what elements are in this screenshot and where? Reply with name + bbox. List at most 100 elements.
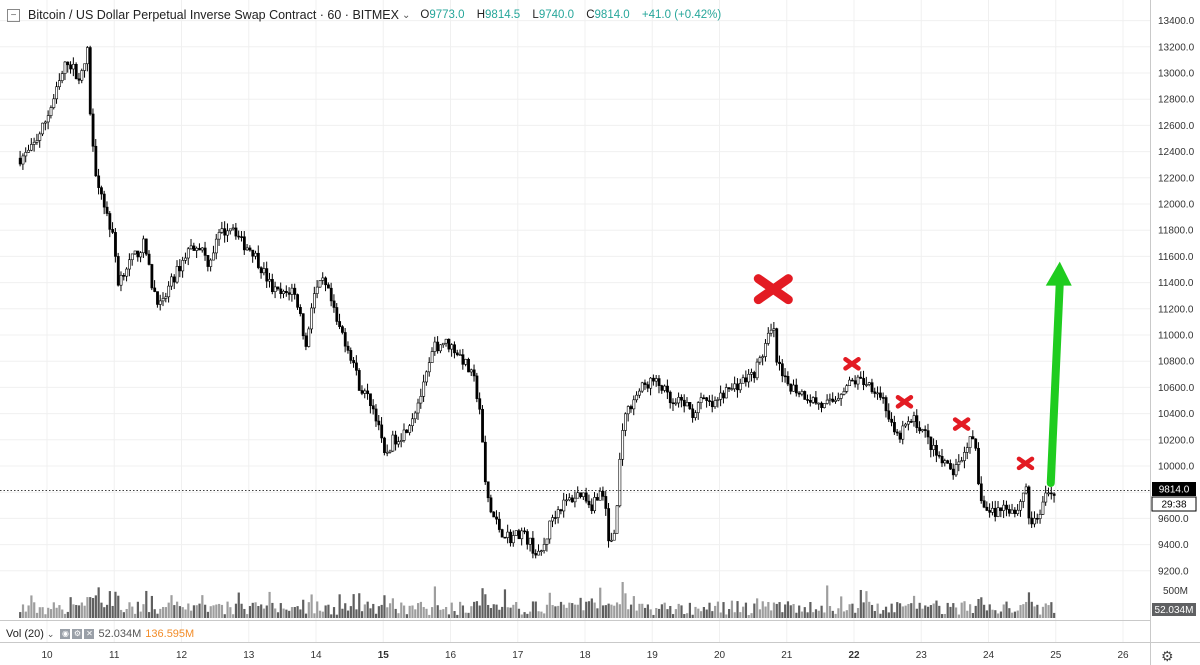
volume-bar [198,603,201,618]
x-tick-label: 13 [243,650,255,661]
volume-bar [786,601,790,618]
volume-bar [495,604,498,618]
volume-bar [879,613,882,618]
volume-bar [402,605,406,618]
volume-bar [573,604,577,618]
candle-body [604,496,608,509]
candle-body [346,345,350,351]
volume-bar [1002,604,1005,618]
candle-body [352,360,356,364]
candle-body [615,505,619,534]
low-value: 9740.0 [538,9,575,21]
volume-bar [162,606,165,618]
volume-bar [784,604,787,618]
x-tick-label: 17 [512,650,524,661]
candle-body [811,397,815,403]
volume-bar [383,595,386,618]
candle-body [596,497,599,501]
candle-body [660,385,664,391]
volume-bar [798,605,801,618]
volume-bar [736,601,739,618]
volume-bar [887,612,890,618]
volume-bar [587,601,591,618]
candle-body [884,397,888,412]
volume-bar [66,611,69,618]
volume-bar [484,594,487,618]
candle-body [943,460,947,464]
candle-body [926,430,930,438]
candle-body [907,421,910,425]
chevron-down-icon[interactable]: ⌄ [401,9,411,21]
volume-bar [105,604,109,618]
candle-body [702,397,706,400]
chart-grid [0,0,1150,642]
volume-bar [742,606,745,618]
candle-body [601,490,605,497]
candle-body [682,399,686,407]
candle-body [859,376,863,379]
candle-body [388,450,392,453]
candle-body [727,387,731,390]
volume-value-1: 52.034M [98,628,142,640]
volume-bar [274,608,277,618]
volume-label[interactable]: Vol (20) [6,628,44,640]
volume-bar [739,612,742,618]
close-icon[interactable]: ✕ [84,629,95,639]
candle-body [408,425,412,433]
symbol-title[interactable]: Bitcoin / US Dollar Perpetual Inverse Sw… [28,8,399,22]
candle-body [242,236,246,251]
candle-body [439,344,442,352]
volume-bar [1016,610,1019,618]
volume-bar [792,604,795,618]
price-axis[interactable]: 13400.0 13200.0 13000.0 12800.0 12600.0 12400… [1158,16,1195,597]
candle-body [545,538,549,545]
volume-bar [310,594,313,618]
candle-body [778,361,781,365]
volume-bar [851,603,854,618]
gear-icon[interactable]: ⚙ [1161,648,1174,664]
settings-icon[interactable]: ⚙ [72,629,83,639]
volume-bar [918,602,921,618]
candle-body [935,444,938,456]
volume-bar [601,605,605,618]
x-tick-label: 22 [848,650,860,661]
candle-body [483,441,487,483]
volume-bar [652,614,655,618]
chevron-down-icon[interactable]: ⌄ [46,628,55,639]
candle-body [638,390,641,396]
candle-body [621,430,625,460]
candle-body [245,247,249,251]
volume-bar [176,601,179,618]
candle-body [719,392,723,400]
volume-bar [352,594,355,618]
candle-body [363,390,367,394]
volume-bar [464,612,467,618]
y-tick-label: 11200.0 [1158,304,1194,315]
candle-body [963,452,966,461]
open-value: 9773.0 [429,9,465,21]
candle-body [553,517,557,519]
volume-bar [422,607,425,618]
volume-bar [49,609,53,618]
candle-body [624,413,627,431]
volume-bar [201,595,204,618]
volume-bar [607,603,610,618]
candle-body [708,400,711,402]
volume-bar [327,604,330,618]
volume-bar [433,586,437,618]
minus-square-icon[interactable]: − [7,8,20,22]
volume-bar [828,606,832,618]
time-axis[interactable]: 10 11 12 13 14 15 16 17 18 19 20 21 22 23 24 25 26 [41,650,1129,661]
eye-icon[interactable]: ◉ [60,629,71,639]
volume-bar [980,597,983,618]
volume-bar [419,601,422,618]
volume-bar [459,601,462,618]
candle-body [441,342,445,346]
candle-body [422,381,426,397]
candle-body [794,384,798,394]
candle-body [1030,517,1034,525]
volume-bar [487,604,490,618]
candle-body [240,236,243,238]
